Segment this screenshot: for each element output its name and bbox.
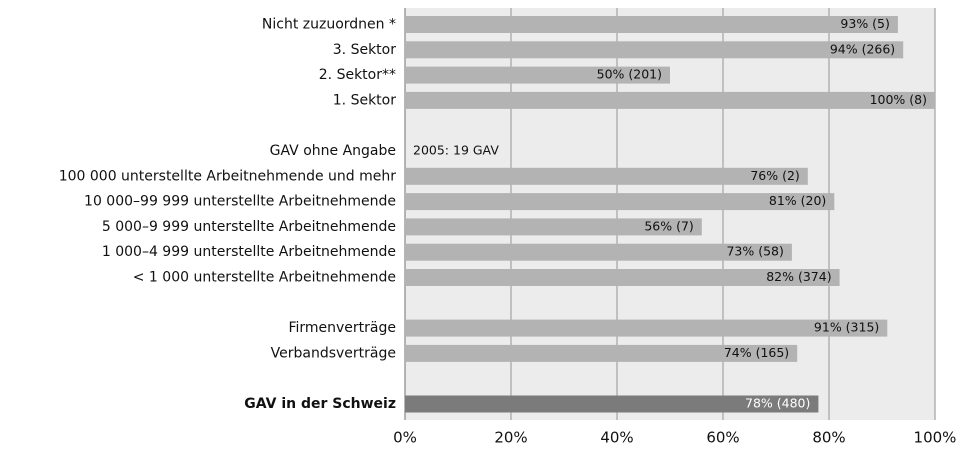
value-label: 81% (20) (769, 193, 826, 208)
value-label: 82% (374) (766, 269, 831, 284)
value-label: 94% (266) (830, 41, 895, 56)
bar (405, 16, 898, 33)
y-tick-label: GAV in der Schweiz (244, 396, 396, 412)
annotation: 2005: 19 GAV (413, 143, 499, 158)
value-label: 93% (5) (840, 16, 889, 31)
bar (405, 167, 808, 185)
y-tick-label: 3. Sektor (333, 42, 396, 58)
value-label: 78% (480) (745, 396, 810, 411)
bar (405, 66, 670, 84)
bar (405, 91, 935, 109)
y-tick-label: 1 000–4 999 unterstellte Arbeitnehmende (102, 244, 396, 260)
x-tick-label: 80% (812, 429, 845, 447)
x-tick-label: 20% (494, 429, 527, 447)
bar (405, 269, 840, 286)
value-label: 74% (165) (724, 345, 789, 360)
value-label: 76% (2) (750, 168, 799, 183)
x-tick-label: 40% (600, 429, 633, 447)
value-label: 100% (8) (870, 92, 927, 107)
bar (405, 243, 792, 261)
x-tick-label: 60% (706, 429, 739, 447)
bar (405, 41, 904, 59)
y-tick-label: 10 000–99 999 unterstellte Arbeitnehmend… (84, 194, 396, 210)
value-label: 50% (201) (597, 67, 662, 82)
value-label: 73% (58) (726, 244, 783, 259)
value-label: 56% (7) (644, 218, 693, 233)
y-tick-label: Verbandsverträge (271, 345, 396, 361)
bar (405, 193, 835, 211)
bar (405, 319, 888, 337)
y-tick-label: Nicht zuzuordnen * (262, 17, 396, 33)
y-tick-label: < 1 000 unterstellte Arbeitnehmende (133, 270, 396, 286)
y-tick-label: GAV ohne Angabe (270, 143, 396, 159)
bar (405, 395, 819, 413)
y-tick-label: 2. Sektor** (319, 67, 396, 83)
x-tick-label: 100% (914, 429, 957, 447)
y-tick-label: 5 000–9 999 unterstellte Arbeitnehmende (102, 219, 396, 235)
value-label: 91% (315) (814, 320, 879, 335)
x-tick-label: 0% (393, 429, 417, 447)
bar (405, 344, 798, 362)
y-tick-label: 100 000 unterstellte Arbeitnehmende und … (59, 168, 397, 184)
bar (405, 218, 702, 236)
y-tick-label: Firmenverträge (288, 320, 396, 336)
y-tick-label: 1. Sektor (333, 92, 396, 108)
